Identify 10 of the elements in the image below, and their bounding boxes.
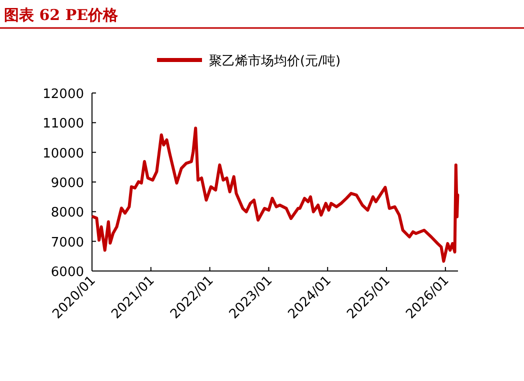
y-tick-label: 11000 <box>42 116 84 132</box>
y-tick-label: 7000 <box>50 235 84 250</box>
legend-label: 聚乙烯市场均价(元/吨) <box>209 54 341 69</box>
y-tick-label: 12000 <box>42 87 84 102</box>
chart-title: 图表 62 PE价格 <box>4 6 120 24</box>
y-tick-label: 10000 <box>42 146 84 162</box>
y-tick-label: 8000 <box>50 206 84 221</box>
y-tick-label: 6000 <box>50 265 84 280</box>
y-tick-label: 9000 <box>50 176 84 191</box>
line-series <box>92 126 460 263</box>
